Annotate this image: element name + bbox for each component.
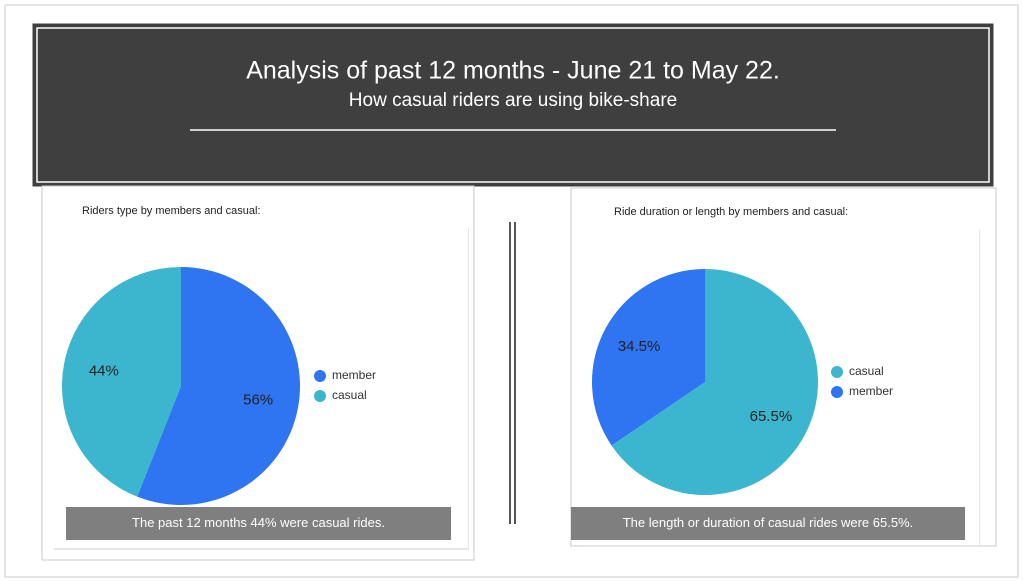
pie-slice: [611, 269, 818, 495]
header-title: Analysis of past 12 months - June 21 to …: [246, 57, 780, 85]
caption-bar: [66, 507, 451, 540]
chart-title: Riders type by members and casual:: [82, 205, 261, 217]
pie-slice: [592, 269, 705, 446]
slice-label: 56%: [243, 392, 273, 409]
slice-label: 65.5%: [750, 408, 793, 425]
legend-label: casual: [849, 364, 884, 378]
legend-marker: [831, 366, 843, 378]
pie-slice: [61, 267, 181, 497]
pie-slice: [137, 267, 300, 505]
header-inner-border: [36, 27, 990, 183]
legend-marker: [831, 386, 843, 398]
legend-label: member: [332, 368, 376, 382]
legend-label: casual: [332, 388, 367, 402]
header-box: [32, 23, 994, 187]
caption: The length or duration of casual rides w…: [623, 515, 914, 530]
slice-label: 44%: [89, 362, 119, 379]
header-subtitle: How casual riders are using bike-share: [349, 90, 677, 111]
caption-bar: [571, 507, 965, 540]
legend-label: member: [849, 384, 893, 398]
legend-marker: [314, 390, 326, 402]
legend-marker: [314, 370, 326, 382]
slice-label: 34.5%: [618, 338, 661, 355]
chart-title: Ride duration or length by members and c…: [614, 206, 848, 218]
caption: The past 12 months 44% were casual rides…: [132, 515, 385, 530]
